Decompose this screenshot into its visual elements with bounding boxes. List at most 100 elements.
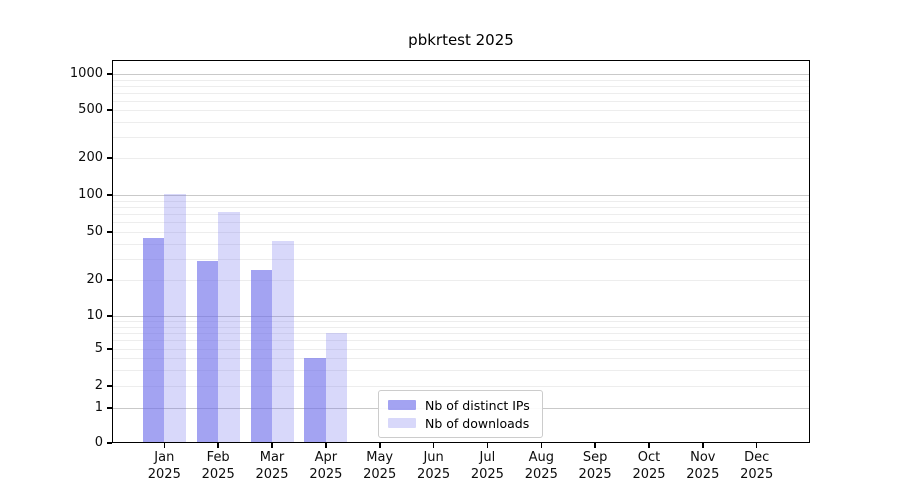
- y-axis-tick-label: 100: [78, 187, 103, 202]
- x-axis-tick: [594, 443, 596, 448]
- legend-label-distinct-ips: Nb of distinct IPs: [425, 397, 530, 413]
- x-axis-tick-label: Feb 2025: [188, 450, 248, 483]
- y-axis-tick: [106, 194, 112, 196]
- x-axis-tick: [702, 443, 704, 448]
- x-axis-tick-label-year: 2025: [686, 466, 720, 482]
- legend-swatch-distinct-ips: [388, 400, 416, 410]
- x-axis-tick-label: Mar 2025: [242, 450, 302, 483]
- bar-distinct-ips: [304, 358, 326, 443]
- gridline-minor: [112, 358, 810, 359]
- x-axis-tick: [325, 443, 327, 448]
- legend-swatch-downloads: [388, 418, 416, 428]
- gridline-minor: [112, 136, 810, 138]
- y-axis-tick-label: 2: [94, 378, 103, 393]
- x-axis-tick-label-year: 2025: [147, 466, 181, 482]
- y-axis-tick-label: 10: [86, 308, 103, 323]
- gridline-minor: [112, 258, 810, 260]
- gridline-minor: [112, 243, 810, 245]
- bar-downloads: [218, 211, 240, 443]
- y-axis-tick-label: 1000: [69, 66, 103, 81]
- x-axis-tick-label-year: 2025: [363, 466, 397, 482]
- gridline-minor: [112, 110, 810, 111]
- gridline-minor: [112, 340, 810, 342]
- x-axis-tick: [379, 443, 381, 448]
- gridline-minor: [112, 206, 810, 208]
- x-axis-tick-label-year: 2025: [632, 466, 666, 482]
- bar-downloads: [272, 241, 294, 443]
- bar-downloads: [325, 333, 348, 443]
- y-axis-tick: [106, 157, 112, 159]
- gridline-minor: [112, 92, 810, 94]
- x-axis-tick-label-year: 2025: [470, 466, 504, 482]
- x-axis-tick-label-year: 2025: [578, 466, 612, 482]
- x-axis-tick-label-year: 2025: [309, 466, 343, 482]
- x-axis-tick-label: Oct 2025: [619, 450, 679, 483]
- y-axis-tick-label: 20: [86, 272, 103, 287]
- gridline-minor: [112, 232, 810, 233]
- y-axis-tick-label: 200: [78, 150, 103, 165]
- y-axis-tick: [106, 73, 112, 75]
- x-axis-tick-label: Jan 2025: [134, 450, 194, 483]
- y-axis-tick-label: 5: [94, 341, 103, 356]
- x-axis-tick-label: Jul 2025: [457, 450, 517, 483]
- gridline-major: [112, 74, 810, 75]
- x-axis-tick: [648, 443, 650, 448]
- x-axis-tick-label: May 2025: [350, 450, 410, 483]
- x-axis-tick: [432, 443, 435, 448]
- x-axis-tick-label: Jun 2025: [404, 450, 464, 483]
- gridline-minor: [112, 200, 810, 202]
- bar-distinct-ips: [196, 260, 219, 443]
- x-axis-tick-label-year: 2025: [417, 466, 451, 482]
- gridline-minor: [112, 79, 810, 81]
- gridline-minor: [112, 121, 810, 123]
- x-axis-tick-label-year: 2025: [524, 466, 558, 482]
- y-axis-tick-label: 1: [94, 400, 103, 415]
- gridline-minor: [112, 214, 810, 215]
- y-axis-tick-label: 500: [78, 102, 103, 117]
- legend-item-distinct-ips: Nb of distinct IPs: [388, 396, 533, 414]
- x-axis-tick: [217, 443, 219, 448]
- x-axis-tick-label-year: 2025: [255, 466, 289, 482]
- x-axis-tick-label: Sep 2025: [565, 450, 625, 483]
- gridline-major: [112, 316, 810, 317]
- x-axis-tick: [755, 443, 758, 448]
- x-axis-tick-label-year: 2025: [740, 466, 774, 482]
- legend-label-downloads: Nb of downloads: [425, 415, 530, 431]
- bar-downloads: [164, 193, 186, 443]
- gridline-minor: [112, 280, 810, 281]
- y-axis-tick: [106, 442, 112, 444]
- gridline-minor: [112, 100, 810, 102]
- chart-title: pbkrtest 2025: [408, 31, 514, 49]
- y-axis-tick: [106, 315, 112, 317]
- y-axis-tick: [106, 109, 112, 111]
- gridline-minor: [112, 321, 810, 322]
- x-axis-tick: [540, 443, 542, 448]
- y-axis-tick: [106, 407, 112, 409]
- gridline-minor: [112, 326, 810, 328]
- x-axis-tick-label: Aug 2025: [511, 450, 571, 483]
- x-axis-tick-label: Apr 2025: [296, 450, 356, 483]
- gridline-minor: [112, 85, 810, 87]
- gridline-major: [112, 195, 810, 196]
- x-axis-tick-label: Nov 2025: [673, 450, 733, 483]
- y-axis-tick: [106, 348, 112, 350]
- gridline-minor: [112, 349, 810, 350]
- x-axis-tick: [271, 443, 273, 448]
- legend-item-downloads: Nb of downloads: [388, 414, 533, 432]
- bar-distinct-ips: [142, 237, 165, 443]
- y-axis-tick: [106, 279, 112, 281]
- x-axis-tick-label: Dec 2025: [727, 450, 787, 483]
- y-axis-tick-label: 50: [86, 224, 103, 239]
- y-axis-tick: [106, 231, 112, 233]
- gridline-minor: [112, 386, 810, 387]
- bar-distinct-ips: [250, 270, 272, 443]
- x-axis-tick-label-year: 2025: [201, 466, 235, 482]
- gridline-minor: [112, 222, 810, 224]
- gridline-minor: [112, 158, 810, 159]
- x-axis-tick: [486, 443, 489, 448]
- legend: Nb of distinct IPs Nb of downloads: [378, 390, 543, 438]
- gridline-minor: [112, 333, 810, 334]
- y-axis-tick: [106, 385, 112, 387]
- x-axis-tick: [163, 443, 166, 448]
- gridline-minor: [112, 369, 810, 371]
